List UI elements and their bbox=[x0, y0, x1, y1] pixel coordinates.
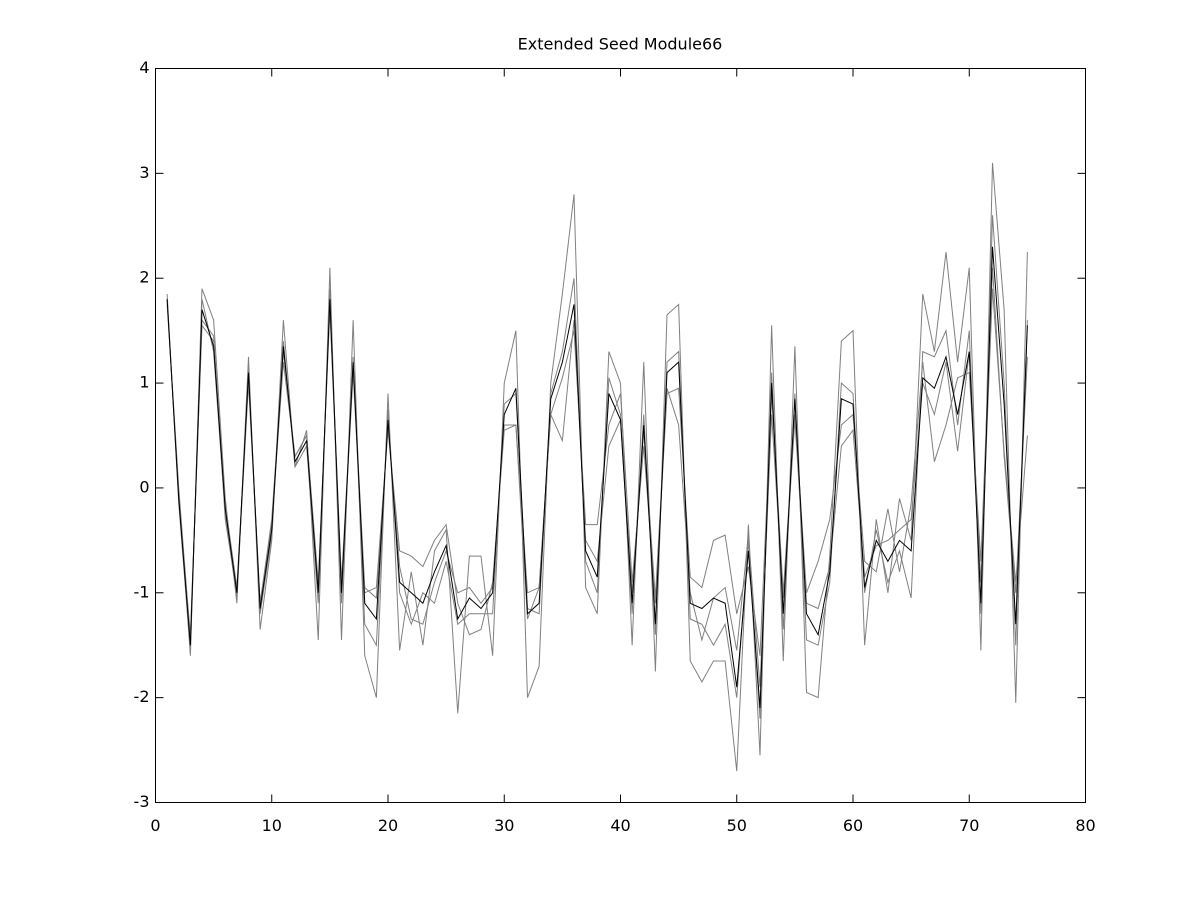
data-line bbox=[166, 246, 1028, 709]
y-tick-label: 4 bbox=[139, 58, 149, 77]
plot-area bbox=[166, 162, 1028, 772]
x-tick-label: 60 bbox=[843, 816, 863, 835]
x-tick-label: 70 bbox=[959, 816, 979, 835]
y-tick-label: 1 bbox=[139, 373, 149, 392]
x-tick-label: 20 bbox=[378, 816, 398, 835]
x-tick-label: 10 bbox=[262, 816, 282, 835]
y-tick-label: 2 bbox=[139, 268, 149, 287]
x-tick-label: 40 bbox=[610, 816, 630, 835]
x-tick-label: 80 bbox=[1075, 816, 1095, 835]
x-tick-label: 30 bbox=[494, 816, 514, 835]
y-tick-label: -3 bbox=[134, 792, 150, 811]
y-tick-label: -1 bbox=[134, 582, 150, 601]
data-line bbox=[166, 215, 1028, 719]
y-tick-label: -2 bbox=[134, 687, 150, 706]
y-tick-label: 3 bbox=[139, 163, 149, 182]
y-tick-label: 0 bbox=[139, 477, 149, 496]
x-tick-label: 0 bbox=[150, 816, 160, 835]
chart-title: Extended Seed Module66 bbox=[518, 35, 723, 54]
x-tick-label: 50 bbox=[727, 816, 747, 835]
